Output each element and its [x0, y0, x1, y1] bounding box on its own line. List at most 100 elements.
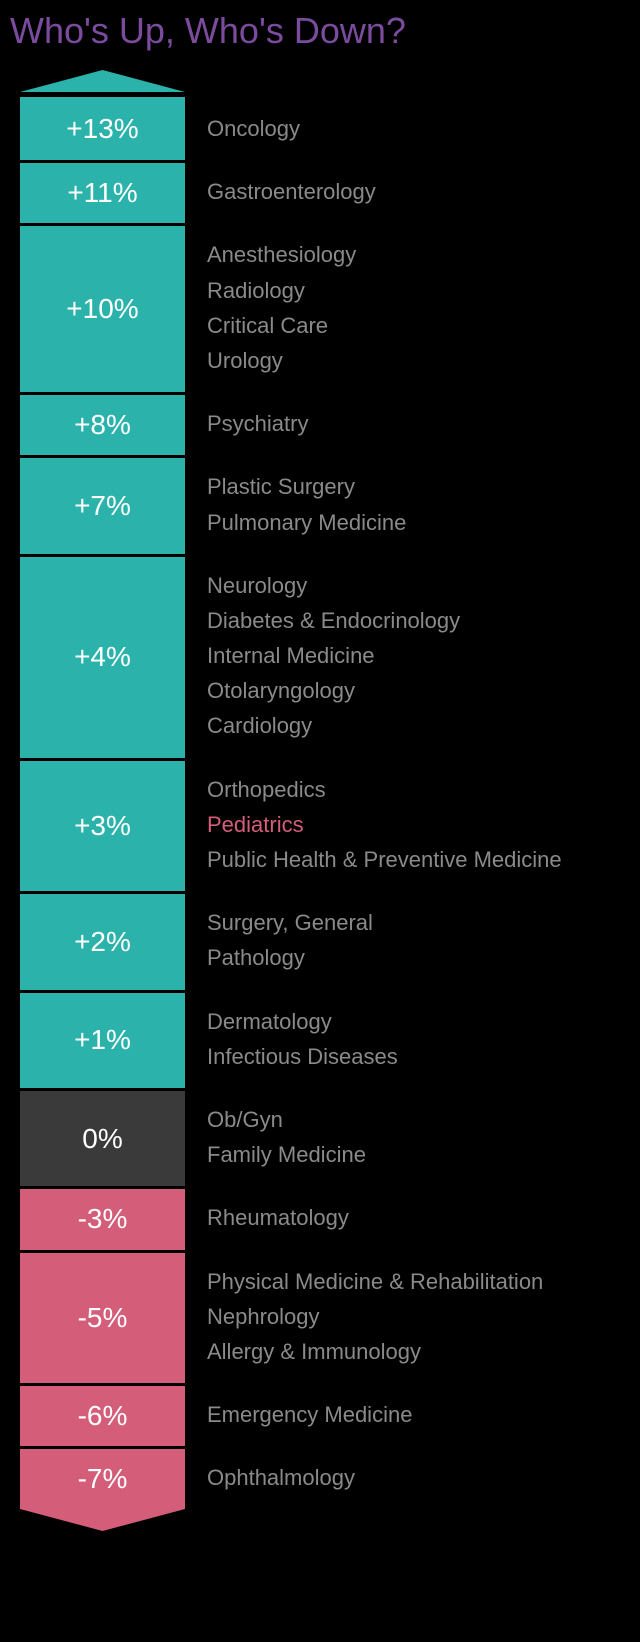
- label-item: Allergy & Immunology: [207, 1334, 620, 1369]
- label-item: Critical Care: [207, 308, 620, 343]
- pct-value: +13%: [66, 113, 138, 145]
- label-item: Internal Medicine: [207, 638, 620, 673]
- arrow-down-icon: [20, 1509, 185, 1531]
- chart-title: Who's Up, Who's Down?: [10, 10, 620, 52]
- chart-row: -3% Rheumatology: [20, 1186, 620, 1249]
- arrow-down-wrapper: [20, 1509, 620, 1536]
- pct-value: +2%: [74, 926, 131, 958]
- pct-col: +7%: [20, 455, 185, 553]
- label-item: Urology: [207, 343, 620, 378]
- pct-box: 0%: [20, 1088, 185, 1186]
- label-item: Gastroenterology: [207, 174, 620, 209]
- pct-box: +13%: [20, 97, 185, 160]
- pct-value: 0%: [82, 1123, 122, 1155]
- pct-col: +8%: [20, 392, 185, 455]
- label-item: Pediatrics: [207, 807, 620, 842]
- label-item: Physical Medicine & Rehabilitation: [207, 1264, 620, 1299]
- pct-col: 0%: [20, 1088, 185, 1186]
- label-col: Ophthalmology: [185, 1446, 620, 1509]
- pct-box: +1%: [20, 990, 185, 1088]
- label-item: Dermatology: [207, 1004, 620, 1039]
- label-item: Otolaryngology: [207, 673, 620, 708]
- pct-box: +8%: [20, 392, 185, 455]
- label-col: Oncology: [185, 97, 620, 160]
- chart-row: 0% Ob/GynFamily Medicine: [20, 1088, 620, 1186]
- chart-row: -5% Physical Medicine & RehabilitationNep…: [20, 1250, 620, 1384]
- pct-col: +3%: [20, 758, 185, 892]
- chart-body: +13% Oncology +11% Gastroenterology +10% Anes…: [20, 70, 620, 1536]
- label-item: Anesthesiology: [207, 237, 620, 272]
- chart-row: -7% Ophthalmology: [20, 1446, 620, 1509]
- label-col: Emergency Medicine: [185, 1383, 620, 1446]
- pct-box: -6%: [20, 1383, 185, 1446]
- pct-box: +4%: [20, 554, 185, 758]
- rows-mount: +13% Oncology +11% Gastroenterology +10% Anes…: [20, 97, 620, 1509]
- label-item: Diabetes & Endocrinology: [207, 603, 620, 638]
- chart-row: +11% Gastroenterology: [20, 160, 620, 223]
- arrow-up-icon: [20, 70, 185, 92]
- pct-col: +13%: [20, 97, 185, 160]
- pct-col: -3%: [20, 1186, 185, 1249]
- chart-row: +4% NeurologyDiabetes & EndocrinologyInte…: [20, 554, 620, 758]
- chart-row: +1% DermatologyInfectious Diseases: [20, 990, 620, 1088]
- label-item: Emergency Medicine: [207, 1397, 620, 1432]
- chart-row: +13% Oncology: [20, 97, 620, 160]
- label-item: Ob/Gyn: [207, 1102, 620, 1137]
- chart-row: +3% OrthopedicsPediatricsPublic Health & …: [20, 758, 620, 892]
- pct-box: +7%: [20, 455, 185, 553]
- pct-value: +3%: [74, 810, 131, 842]
- label-col: Gastroenterology: [185, 160, 620, 223]
- pct-value: +8%: [74, 409, 131, 441]
- label-col: Plastic SurgeryPulmonary Medicine: [185, 455, 620, 553]
- pct-value: +10%: [66, 293, 138, 325]
- label-col: Ob/GynFamily Medicine: [185, 1088, 620, 1186]
- label-item: Infectious Diseases: [207, 1039, 620, 1074]
- pct-value: -6%: [78, 1400, 128, 1432]
- label-item: Nephrology: [207, 1299, 620, 1334]
- label-item: Oncology: [207, 111, 620, 146]
- label-item: Pulmonary Medicine: [207, 505, 620, 540]
- pct-box: -7%: [20, 1446, 185, 1509]
- pct-value: -3%: [78, 1203, 128, 1235]
- pct-box: -5%: [20, 1250, 185, 1384]
- pct-col: +4%: [20, 554, 185, 758]
- pct-value: +1%: [74, 1024, 131, 1056]
- label-item: Ophthalmology: [207, 1460, 620, 1495]
- label-item: Public Health & Preventive Medicine: [207, 842, 620, 877]
- pct-col: -7%: [20, 1446, 185, 1509]
- label-item: Family Medicine: [207, 1137, 620, 1172]
- label-item: Pathology: [207, 940, 620, 975]
- pct-value: +11%: [67, 177, 137, 209]
- pct-box: -3%: [20, 1186, 185, 1249]
- pct-box: +10%: [20, 223, 185, 392]
- chart-row: +8% Psychiatry: [20, 392, 620, 455]
- arrow-up-wrapper: [20, 70, 620, 97]
- label-item: Cardiology: [207, 708, 620, 743]
- label-col: Psychiatry: [185, 392, 620, 455]
- pct-value: -7%: [78, 1463, 128, 1495]
- pct-col: -5%: [20, 1250, 185, 1384]
- label-item: Orthopedics: [207, 772, 620, 807]
- label-col: Rheumatology: [185, 1186, 620, 1249]
- label-item: Surgery, General: [207, 905, 620, 940]
- chart-container: Who's Up, Who's Down? +13% Oncology +11% Ga…: [0, 0, 640, 1566]
- pct-box: +3%: [20, 758, 185, 892]
- pct-box: +11%: [20, 160, 185, 223]
- label-item: Plastic Surgery: [207, 469, 620, 504]
- pct-col: +1%: [20, 990, 185, 1088]
- pct-box: +2%: [20, 891, 185, 989]
- label-item: Psychiatry: [207, 406, 620, 441]
- pct-value: -5%: [78, 1302, 128, 1334]
- pct-value: +4%: [74, 641, 131, 673]
- chart-row: +2% Surgery, GeneralPathology: [20, 891, 620, 989]
- label-item: Neurology: [207, 568, 620, 603]
- label-col: AnesthesiologyRadiologyCritical CareUrol…: [185, 223, 620, 392]
- pct-col: +2%: [20, 891, 185, 989]
- pct-value: +7%: [74, 490, 131, 522]
- label-item: Radiology: [207, 273, 620, 308]
- chart-row: +7% Plastic SurgeryPulmonary Medicine: [20, 455, 620, 553]
- label-col: NeurologyDiabetes & EndocrinologyInterna…: [185, 554, 620, 758]
- chart-row: +10% AnesthesiologyRadiologyCritical Care…: [20, 223, 620, 392]
- pct-col: -6%: [20, 1383, 185, 1446]
- label-col: OrthopedicsPediatricsPublic Health & Pre…: [185, 758, 620, 892]
